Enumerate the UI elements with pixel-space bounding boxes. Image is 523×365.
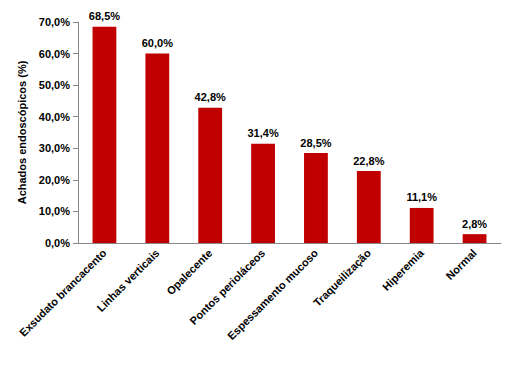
svg-text:28,5%: 28,5% <box>300 137 331 149</box>
svg-text:Pontos perioláceos: Pontos perioláceos <box>187 246 268 327</box>
svg-text:60,0%: 60,0% <box>142 37 173 49</box>
svg-text:Achados endoscópicos (%): Achados endoscópicos (%) <box>16 60 28 204</box>
svg-text:Espessamento mucoso: Espessamento mucoso <box>225 247 320 342</box>
svg-text:2,8%: 2,8% <box>462 218 487 230</box>
svg-text:60,0%: 60,0% <box>39 48 70 60</box>
svg-text:Opalecente: Opalecente <box>164 247 214 297</box>
svg-text:70,0%: 70,0% <box>39 16 70 28</box>
svg-text:10,0%: 10,0% <box>39 205 70 217</box>
svg-text:Traqueilização: Traqueilização <box>311 247 373 309</box>
svg-text:31,4%: 31,4% <box>247 127 278 139</box>
svg-text:0,0%: 0,0% <box>45 237 70 249</box>
svg-text:11,1%: 11,1% <box>406 191 437 203</box>
svg-text:50,0%: 50,0% <box>39 79 70 91</box>
svg-text:Hiperemia: Hiperemia <box>380 246 427 293</box>
svg-text:68,5%: 68,5% <box>89 10 120 22</box>
svg-text:Linhas verticais: Linhas verticais <box>94 247 161 314</box>
svg-text:Normal: Normal <box>444 247 479 282</box>
svg-text:30,0%: 30,0% <box>39 142 70 154</box>
svg-text:20,0%: 20,0% <box>39 174 70 186</box>
svg-text:40,0%: 40,0% <box>39 111 70 123</box>
svg-text:42,8%: 42,8% <box>195 91 226 103</box>
svg-text:22,8%: 22,8% <box>353 155 384 167</box>
svg-text:Exsudato brancacento: Exsudato brancacento <box>17 247 109 339</box>
